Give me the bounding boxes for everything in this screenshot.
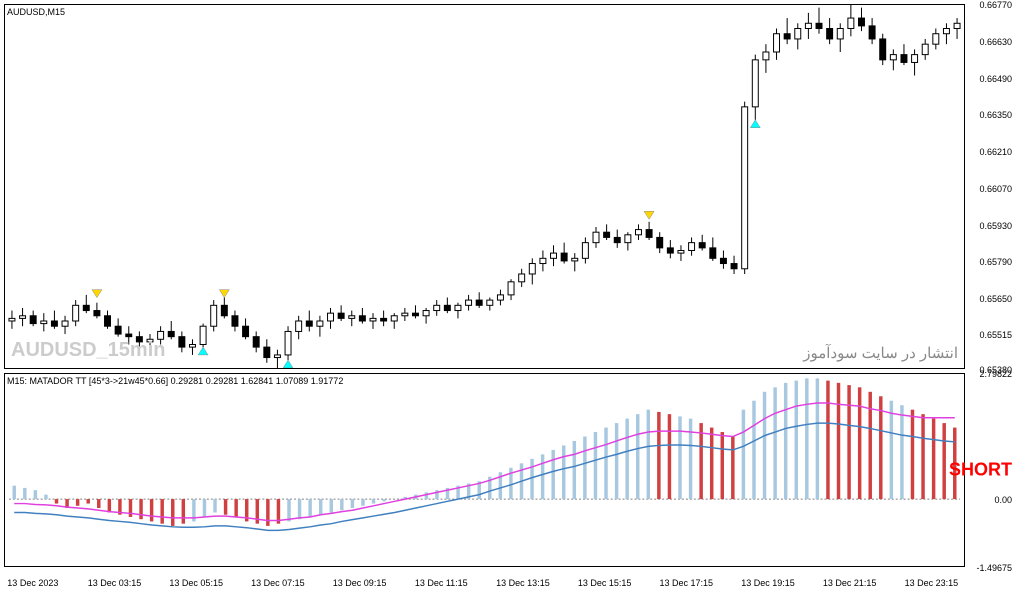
candlestick-area[interactable] <box>5 5 964 368</box>
price-y-axis: 0.667700.666300.664900.663500.662100.660… <box>964 5 1014 368</box>
indicator-area[interactable] <box>5 374 964 566</box>
x-tick-label: 13 Dec 05:15 <box>169 578 223 588</box>
x-tick-label: 13 Dec 23:15 <box>905 578 959 588</box>
x-tick-label: 13 Dec 15:15 <box>578 578 632 588</box>
x-tick-label: 13 Dec 17:15 <box>660 578 714 588</box>
y-tick-label: 2.79822 <box>979 369 1012 379</box>
x-tick-label: 13 Dec 09:15 <box>333 578 387 588</box>
x-tick-label: 13 Dec 2023 <box>7 578 58 588</box>
y-tick-label: -1.49675 <box>976 563 1012 573</box>
y-tick-label: 0.00 <box>994 495 1012 505</box>
y-tick-label: 0.66070 <box>979 184 1012 194</box>
y-tick-label: 0.65930 <box>979 221 1012 231</box>
y-tick-label: 0.66210 <box>979 147 1012 157</box>
x-tick-label: 13 Dec 19:15 <box>741 578 795 588</box>
watermark-symbol: AUDUSD_15min <box>11 339 165 362</box>
x-tick-label: 13 Dec 07:15 <box>251 578 305 588</box>
x-tick-label: 13 Dec 11:15 <box>415 578 468 588</box>
indicator-chart-panel: M15: MATADOR TT [45*3->21w45*0.66] 0.292… <box>4 373 965 567</box>
indicator-title: M15: MATADOR TT [45*3->21w45*0.66] 0.292… <box>7 376 343 386</box>
signal-label: SHORT <box>949 460 1012 481</box>
x-tick-label: 13 Dec 03:15 <box>88 578 142 588</box>
watermark-attribution: انتشار در سایت سودآموز <box>803 344 958 362</box>
price-chart-title: AUDUSD,M15 <box>7 7 65 17</box>
y-tick-label: 0.66490 <box>979 74 1012 84</box>
y-tick-label: 0.66350 <box>979 110 1012 120</box>
y-tick-label: 0.65790 <box>979 257 1012 267</box>
x-tick-label: 13 Dec 13:15 <box>496 578 550 588</box>
x-tick-label: 13 Dec 21:15 <box>823 578 877 588</box>
y-tick-label: 0.65650 <box>979 294 1012 304</box>
y-tick-label: 0.66770 <box>979 0 1012 10</box>
y-tick-label: 0.66630 <box>979 37 1012 47</box>
time-x-axis: 13 Dec 2023 13 Dec 03:15 13 Dec 05:15 13 De… <box>4 574 965 594</box>
y-tick-label: 0.65515 <box>979 330 1012 340</box>
price-chart-panel: AUDUSD,M15 AUDUSD_15min انتشار در سایت س… <box>4 4 965 369</box>
